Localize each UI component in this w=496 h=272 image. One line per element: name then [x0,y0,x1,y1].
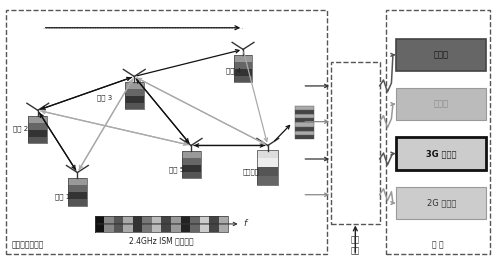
Bar [28,116,47,143]
Bar [257,176,278,185]
Bar [125,89,144,96]
Text: 3G 移动网: 3G 移动网 [426,149,457,158]
Bar [234,55,252,82]
Bar [219,216,228,232]
Bar [125,82,144,89]
Bar [295,110,314,114]
Bar [182,165,200,172]
Bar [171,216,181,232]
Bar [161,216,171,232]
Text: 外网: 外网 [351,235,360,244]
Text: 2.4GHz ISM 免费频段: 2.4GHz ISM 免费频段 [129,237,194,246]
Text: 2G 移动网: 2G 移动网 [427,199,456,208]
Bar [396,187,487,219]
Bar [396,88,487,120]
Bar [234,69,252,76]
Bar [114,216,124,232]
Bar [182,152,200,178]
Bar [28,137,47,143]
Bar [133,216,142,232]
Bar [209,216,219,232]
Bar [295,131,314,135]
Bar [181,216,190,232]
Text: 终端 1: 终端 1 [55,193,70,200]
Bar [199,216,209,232]
Bar [28,116,47,123]
Bar [68,199,87,206]
Bar [125,82,144,110]
Bar [28,130,47,137]
Bar [125,96,144,103]
Bar [125,103,144,110]
Text: 选择: 选择 [351,246,360,255]
Text: 卫星网: 卫星网 [434,100,449,109]
Bar [182,152,200,158]
Text: 汇聚节点: 汇聚节点 [243,169,260,175]
Bar [190,216,199,232]
Bar [142,216,152,232]
Bar [234,62,252,69]
Bar [295,122,314,126]
Text: 动态认知自组网: 动态认知自组网 [11,241,44,250]
Bar [295,114,314,118]
Bar [68,185,87,192]
Bar [257,150,278,158]
Bar [182,158,200,165]
Text: 终端 3: 终端 3 [97,94,113,101]
Bar [68,192,87,199]
Bar [257,167,278,176]
Bar [295,126,314,131]
Bar [28,123,47,130]
Bar [396,39,487,71]
Text: 终端 4: 终端 4 [226,67,241,74]
Text: 外 网: 外 网 [432,241,444,250]
Bar [295,135,314,139]
Bar [152,216,161,232]
Bar [68,178,87,185]
Bar [234,76,252,82]
Bar [396,137,487,170]
Bar [257,150,278,185]
Bar [331,61,379,224]
Bar [104,216,114,232]
Bar [295,106,314,110]
Bar [68,178,87,206]
Text: 卫星网: 卫星网 [434,50,449,59]
Text: f: f [243,220,246,228]
Text: 终端 2: 终端 2 [13,125,28,132]
Bar [95,216,228,232]
Bar [5,10,327,254]
Bar [124,216,133,232]
Bar [295,118,314,122]
Bar [234,55,252,62]
Bar [182,172,200,178]
Text: 终端 5: 终端 5 [169,166,184,172]
Bar [257,158,278,167]
Bar [385,10,491,254]
Bar [95,216,104,232]
